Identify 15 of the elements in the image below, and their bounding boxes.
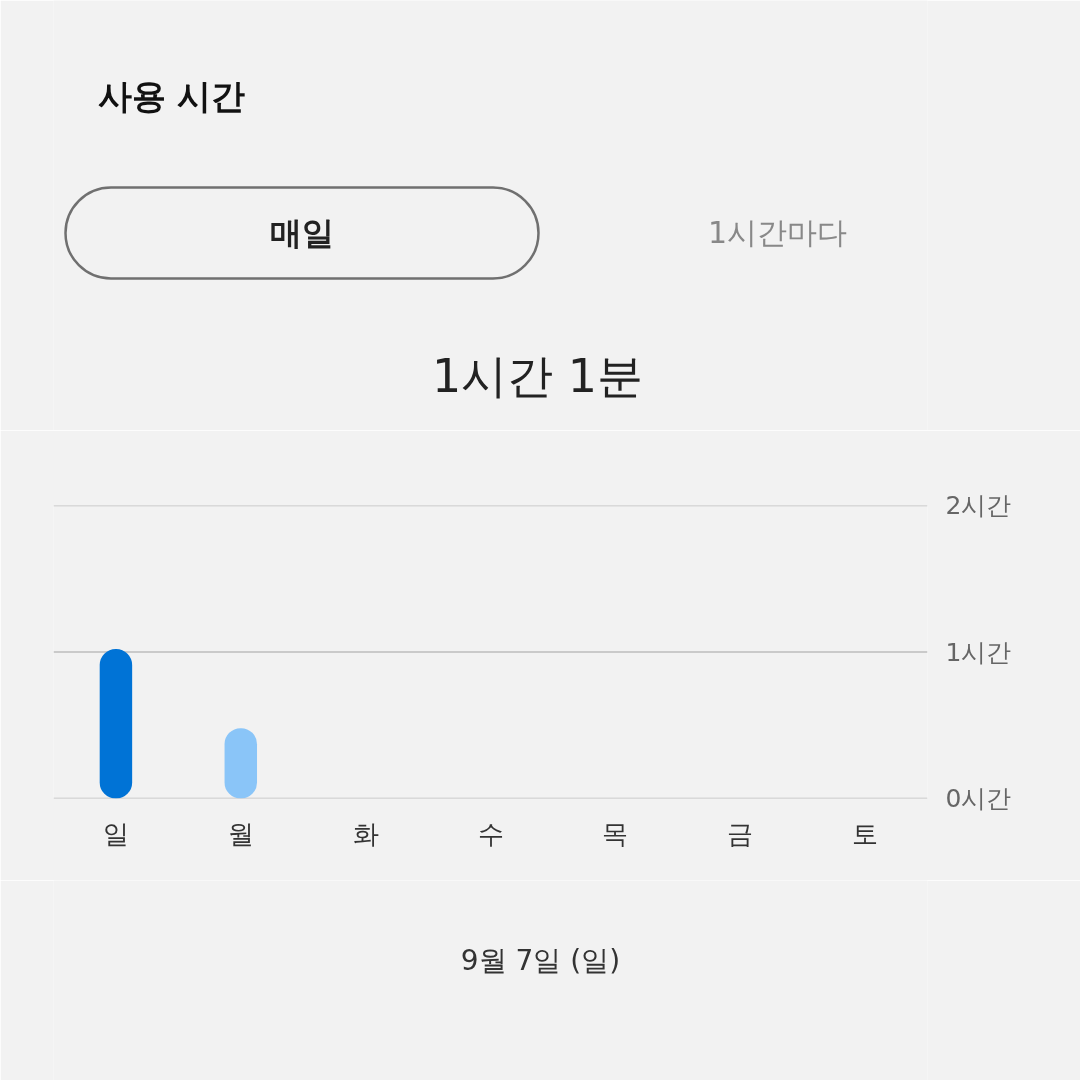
text: 9월 7일 (일) xyxy=(460,944,621,977)
x-tick-label: 금 xyxy=(727,818,754,849)
text: 1시간마다 xyxy=(707,215,848,250)
chart-title: 1시간 1분 xyxy=(431,348,644,403)
x-tick-label: 수 xyxy=(477,818,504,849)
y-tick-label: 0시간 xyxy=(945,784,1012,813)
text: 매일 xyxy=(269,213,334,252)
x-tick-label: 화 xyxy=(352,818,379,849)
y-tick-label: 2시간 xyxy=(945,491,1012,520)
x-tick-label: 토 xyxy=(852,818,879,849)
x-tick-label: 목 xyxy=(602,818,629,849)
y-tick-label: 1시간 xyxy=(945,637,1012,667)
x-tick-label: 월 xyxy=(227,818,254,849)
text: 사용 시간 xyxy=(97,75,246,116)
x-tick-label: 일 xyxy=(102,818,129,849)
